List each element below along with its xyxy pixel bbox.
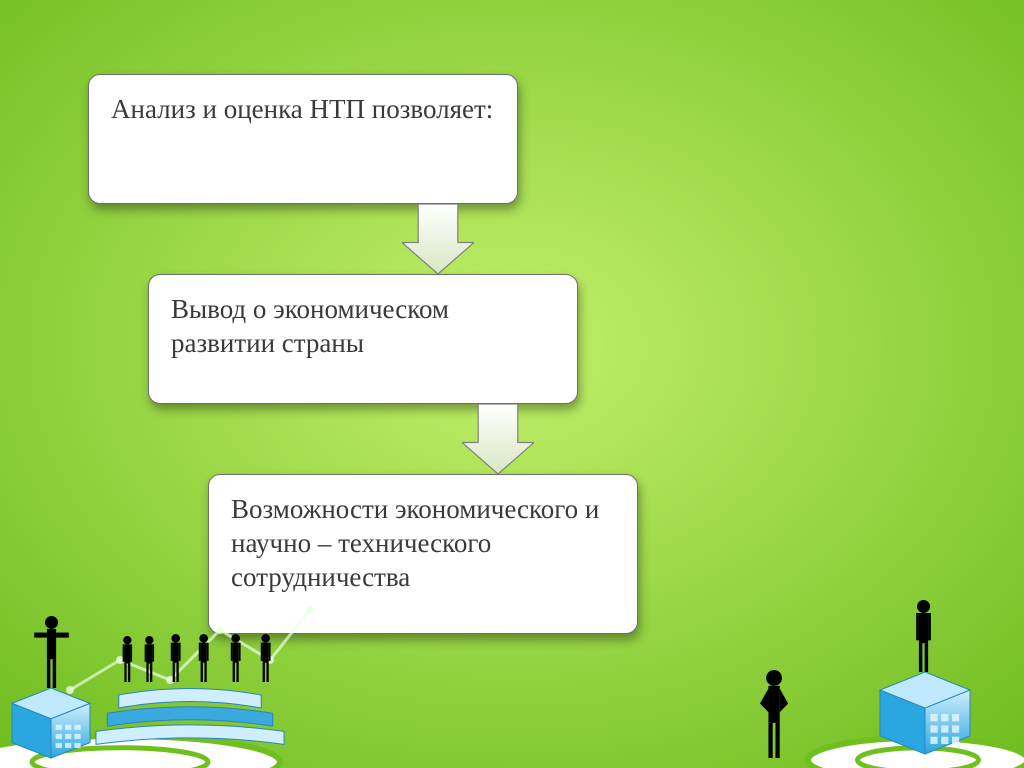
footer-decoration	[0, 508, 1024, 768]
flow-box-2: Вывод о экономическом развитии страны	[148, 274, 578, 404]
slide: Анализ и оценка НТП позволяет: Вывод о э…	[0, 0, 1024, 768]
flow-box-1-text: Анализ и оценка НТП позволяет:	[111, 94, 493, 124]
flow-arrow-1	[402, 204, 474, 274]
flow-box-1: Анализ и оценка НТП позволяет:	[88, 74, 518, 204]
flow-arrow-2	[462, 404, 534, 474]
flow-box-2-text: Вывод о экономическом развитии страны	[171, 294, 449, 358]
